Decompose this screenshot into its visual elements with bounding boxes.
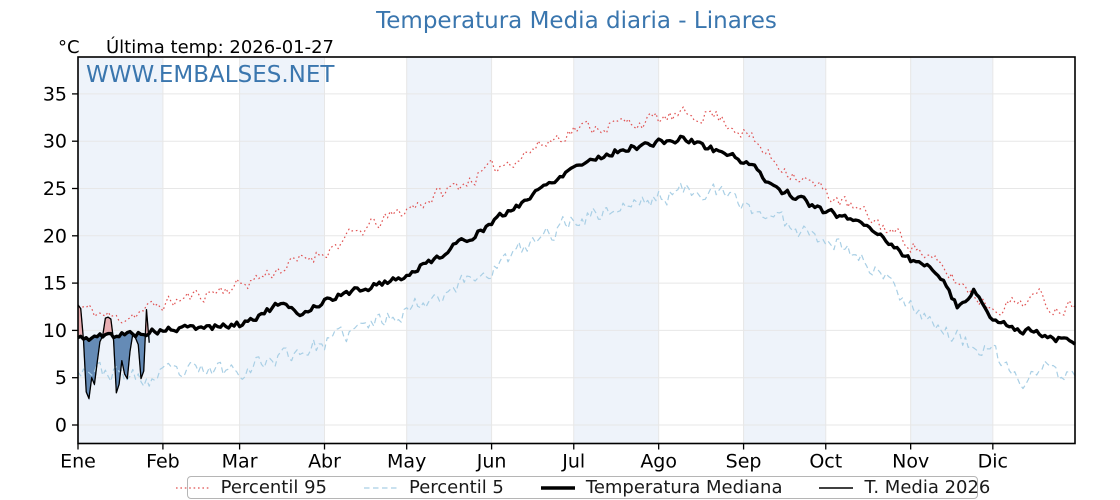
x-tick-label: Oct [809,451,842,473]
legend-label-percentil-5: Percentil 5 [408,477,504,498]
x-tick-label: Abr [308,451,341,473]
month-bands [78,57,993,444]
temperatura-mediana-line [77,134,1076,346]
legend-sample-t-media-2026 [819,486,854,489]
x-tick-label: May [387,451,426,473]
legend-label-t-media-2026: T. Media 2026 [864,477,991,498]
x-tick-label: Ago [640,451,677,473]
legend-item-temperatura-mediana: Temperatura Mediana [540,477,783,498]
x-tick-label: Mar [222,451,258,473]
plot-border [77,56,1076,445]
legend-item-percentil-5: Percentil 5 [363,477,504,498]
x-tick-label: Ene [60,451,96,473]
y-tick-label: 15 [43,273,67,295]
legend-label-temperatura-mediana: Temperatura Mediana [585,477,783,498]
legend-sample-percentil-95 [175,486,210,489]
percentil-5-line [77,182,1076,390]
x-tick-label: Feb [146,451,180,473]
y-axis-unit-label: °C [58,37,80,58]
axis-ticks [72,93,994,450]
watermark-text: WWW.EMBALSES.NET [86,62,335,88]
x-tick-label: Jun [476,451,507,473]
y-tick-label: 35 [43,83,67,105]
x-tick-label: Nov [892,451,929,473]
legend-sample-percentil-5 [363,486,398,489]
y-tick-label: 5 [55,367,67,389]
legend-sample-temperatura-mediana [540,485,575,490]
month-band [743,57,826,444]
legend-item-percentil-95: Percentil 95 [175,477,327,498]
month-band [573,57,659,444]
legend-item-t-media-2026: T. Media 2026 [818,477,990,498]
t-media-2026-line [77,304,150,400]
last-temp-annotation: Última temp: 2026-01-27 [106,37,335,58]
y-tick-label: 25 [43,178,67,200]
legend: Percentil 95 Percentil 5 Temperatura Media… [175,476,990,499]
x-tick-label: Jul [561,451,585,473]
month-band [239,57,325,444]
y-tick-label: 0 [55,415,67,437]
y-tick-label: 20 [43,225,67,247]
y-tick-label: 10 [43,320,67,342]
legend-label-percentil-95: Percentil 95 [220,477,327,498]
month-band [910,57,993,444]
axis-labels: 0 5 10 15 20 25 30 35 Ene Feb Mar Abr May Jun Jul Ago Se… [43,83,1008,472]
chart-title: Temperatura Media diaria - Linares [376,8,777,34]
x-tick-label: Dic [978,451,1008,473]
x-tick-label: Sep [726,451,762,473]
gridlines [78,57,1075,444]
y-tick-label: 30 [43,131,67,153]
